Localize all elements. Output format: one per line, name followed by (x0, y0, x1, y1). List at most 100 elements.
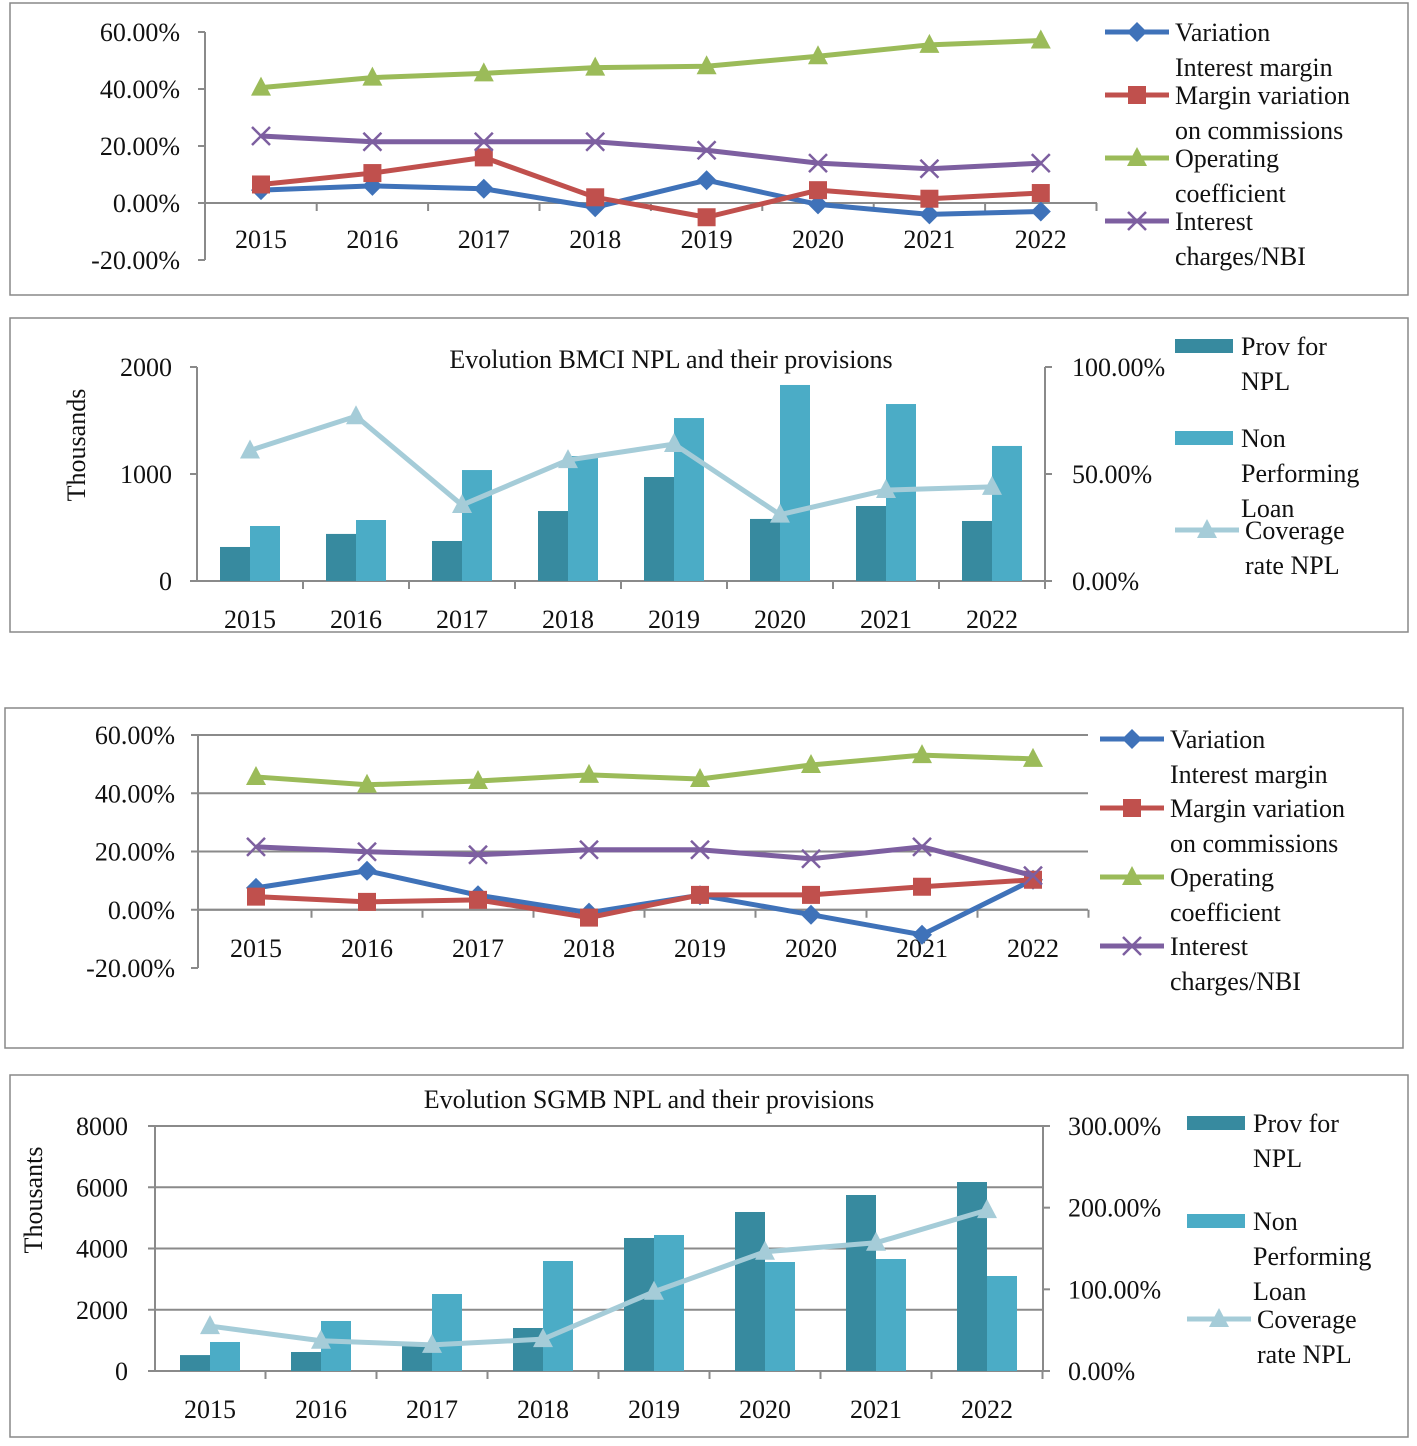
data-point (357, 841, 377, 862)
legend-label: Interest charges/NBI (1170, 932, 1301, 996)
data-point (919, 204, 940, 225)
data-point (363, 164, 382, 183)
x-tick-label: 2020 (785, 934, 837, 963)
x-tick-label: 2022 (966, 605, 1018, 634)
x-tick-label: 2017 (436, 605, 488, 634)
data-point (919, 33, 940, 53)
data-point (808, 194, 828, 215)
bar (432, 540, 462, 581)
legend-marker (1209, 1308, 1229, 1327)
legend-label-line: Performing (1253, 1242, 1371, 1271)
legend-label-line: Operating (1170, 863, 1274, 892)
legend-label-line: Interest margin (1175, 53, 1333, 82)
legend-item: Operating coefficient (1100, 863, 1281, 927)
legend-marker (1122, 866, 1142, 885)
legend-label-line: Margin variation (1170, 794, 1345, 823)
x-tick-label: 2016 (295, 1395, 347, 1424)
data-point (664, 433, 684, 453)
legend-swatch (1175, 431, 1233, 445)
legend-swatch (1175, 339, 1233, 353)
series-line (255, 844, 1034, 879)
data-point (362, 131, 383, 152)
legend-label-line: Variation (1175, 18, 1270, 47)
data-point (696, 140, 717, 161)
y2-tick-label: 0.00% (1068, 1357, 1135, 1386)
legend-label: Prov for NPL (1241, 332, 1327, 396)
bar (992, 445, 1022, 581)
data-point (579, 839, 599, 860)
data-point (240, 439, 260, 459)
data-point (357, 860, 377, 881)
data-point (808, 45, 828, 65)
data-point (697, 208, 716, 227)
bar (513, 1328, 543, 1371)
legend-label-line: Non (1253, 1207, 1298, 1236)
series-line (260, 154, 1041, 220)
legend-label-line: coefficient (1170, 898, 1281, 927)
bar (856, 505, 886, 581)
legend-item: Interest charges/NBI (1100, 932, 1301, 996)
legend-item: Prov for NPL (1187, 1109, 1339, 1173)
data-point (920, 189, 939, 208)
bar (568, 456, 598, 581)
data-point (809, 181, 827, 200)
series-line (260, 38, 1041, 91)
bar (876, 1259, 906, 1371)
data-point (586, 188, 605, 207)
legend-label-line: rate NPL (1257, 1340, 1352, 1369)
legend-swatch (1187, 1214, 1245, 1228)
legend-label-line: NPL (1241, 367, 1290, 396)
y-tick-label: 6000 (76, 1173, 128, 1202)
legend-label-line: Coverage (1257, 1305, 1357, 1334)
y2-tick-label: 100.00% (1072, 353, 1165, 382)
x-tick-label: 2017 (406, 1395, 458, 1424)
data-point (246, 765, 266, 785)
data-point (690, 767, 710, 787)
line-series (246, 836, 1043, 886)
bar (180, 1355, 210, 1371)
series-line (249, 413, 993, 518)
data-point (358, 892, 376, 911)
y-tick-label: -20.00% (86, 954, 175, 983)
x-tick-label: 2021 (860, 605, 912, 634)
legend-item: Coverage rate NPL (1175, 516, 1345, 580)
data-point (357, 773, 377, 793)
data-point (982, 475, 1002, 495)
bar (846, 1194, 876, 1371)
legend-label-line: Margin variation (1175, 81, 1350, 110)
data-point (200, 1315, 220, 1335)
data-point (755, 1240, 775, 1260)
bar (750, 518, 780, 581)
y-tick-label: 0 (115, 1357, 128, 1386)
x-tick-label: 2022 (1015, 225, 1067, 254)
x-tick-label: 2017 (458, 225, 510, 254)
x-tick-label: 2015 (235, 225, 287, 254)
legend-item: Operating coefficient (1105, 144, 1286, 208)
line-series (252, 148, 1050, 227)
data-point (473, 62, 494, 82)
data-point (644, 1280, 664, 1300)
y2-tick-label: 100.00% (1068, 1275, 1161, 1304)
data-point (247, 887, 265, 906)
legend-item: Non Performing Loan (1187, 1207, 1371, 1306)
y-tick-label: 2000 (76, 1296, 128, 1325)
legend-label: Prov for NPL (1253, 1109, 1339, 1173)
x-tick-label: 2018 (563, 934, 615, 963)
x-tick-label: 2015 (224, 605, 276, 634)
x-tick-label: 2018 (542, 605, 594, 634)
y-axis-label: Thousands (62, 389, 91, 502)
x-tick-label: 2020 (792, 225, 844, 254)
legend-item: Variation Interest margin (1100, 725, 1328, 789)
legend-marker (1127, 147, 1147, 166)
x-tick-label: 2016 (341, 934, 393, 963)
data-point (311, 1329, 331, 1349)
bar (326, 533, 356, 581)
data-point (1030, 201, 1051, 222)
legend-label: Variation Interest margin (1170, 725, 1328, 789)
data-point (468, 844, 488, 865)
data-point (1023, 747, 1043, 767)
bar (462, 470, 492, 581)
data-point (533, 1328, 553, 1348)
legend-label-line: Coverage (1245, 516, 1345, 545)
